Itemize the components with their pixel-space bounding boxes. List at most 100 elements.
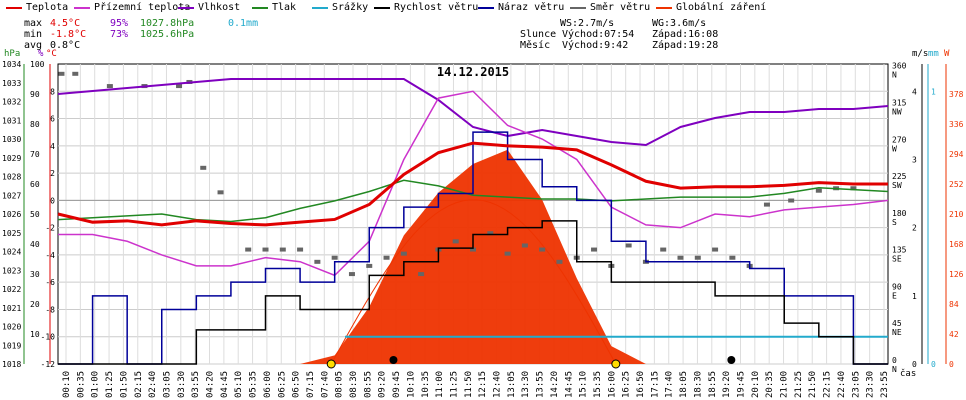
x-tick-label: 20:35 (765, 371, 775, 398)
legend-item: Rychlost větru (374, 2, 478, 13)
x-tick-label: 13:05 (507, 371, 517, 398)
wind-direction-point (348, 272, 355, 277)
legend-swatch (570, 6, 586, 9)
y-tick-w: 252 (949, 180, 964, 189)
legend-swatch (6, 6, 22, 9)
stat-max-hum: 95% (110, 18, 129, 29)
wind-direction-point (487, 231, 494, 236)
stat-min-press: 1025.6hPa (140, 29, 195, 40)
wind-direction-point (625, 243, 632, 248)
y-tick-dir-name: W (892, 144, 897, 153)
y-tick-ms: 3 (912, 155, 917, 164)
sunset: Západ:16:08 (652, 29, 719, 40)
stat-max-temp: 4.5°C (50, 18, 81, 29)
y-tick-pct: 80 (30, 120, 40, 129)
y-tick-temp: 2 (50, 169, 55, 178)
y-tick-pct: 10 (30, 330, 40, 339)
wind-direction-point (245, 247, 252, 252)
y-tick-mm: 1 (931, 87, 936, 96)
y-tick-dir-name: NE (892, 328, 902, 337)
x-tick-label: 12:40 (493, 371, 503, 398)
x-tick-label: 15:35 (593, 371, 603, 398)
x-tick-label: 08:30 (349, 371, 359, 398)
y-tick-hpa: 1029 (2, 154, 21, 163)
wind-direction-point (279, 247, 286, 252)
legend-swatch (478, 6, 494, 9)
wind-direction-point (418, 272, 425, 277)
x-tick-label: 22:15 (823, 371, 833, 398)
legend-item: Směr větru (570, 2, 650, 13)
wind-direction-point (694, 255, 701, 260)
legend-swatch (656, 6, 672, 9)
y-tick-dir-name: SE (892, 255, 902, 264)
stat-avg-temp: 0.8°C (50, 40, 81, 51)
y-tick-temp: 8 (50, 87, 55, 96)
stat-min-hum: 73% (110, 29, 129, 40)
wind-direction-point (58, 71, 65, 76)
wind-direction-point (470, 247, 476, 252)
sunrise: Východ:07:54 (562, 29, 635, 40)
x-tick-label: 21:50 (808, 371, 818, 398)
y-tick-hpa: 1028 (2, 173, 21, 182)
wind-direction-point (314, 259, 321, 264)
stat-min-label: min (24, 29, 43, 40)
y-tick-dir-deg: 315 (892, 99, 907, 108)
moon-label: Měsíc (520, 40, 551, 51)
wind-direction-point (677, 255, 684, 260)
wind-direction-point (788, 198, 795, 203)
y-tick-hpa: 1024 (2, 248, 21, 257)
y-tick-temp: 4 (50, 142, 55, 151)
x-tick-label: 01:50 (119, 371, 129, 398)
x-tick-label: 16:25 (622, 371, 632, 398)
x-tick-label: 18:30 (693, 371, 703, 398)
x-tick-label: 09:45 (392, 371, 402, 398)
wind-direction-point (217, 190, 224, 195)
solar-radiation-area (58, 149, 888, 364)
y-tick-w: 294 (949, 150, 964, 159)
legend-swatch (74, 6, 90, 9)
y-tick-hpa: 1034 (2, 60, 21, 69)
x-tick-label: 16:00 (607, 371, 617, 398)
x-tick-label: 10:35 (421, 371, 431, 398)
y-tick-dir-name: SW (892, 181, 902, 190)
legend-label: Globální záření (676, 2, 767, 13)
chart-title: 14.12.2015 (437, 65, 509, 79)
legend-label: Přízemní teplota (94, 2, 191, 13)
x-tick-label: 06:50 (292, 371, 302, 398)
y-tick-w: 378 (949, 90, 964, 99)
y-tick-pct: 60 (30, 180, 40, 189)
x-tick-label: 22:40 (837, 371, 847, 398)
wind-direction-point (763, 202, 770, 207)
wind-direction-point (383, 255, 390, 260)
x-tick-label: 20:10 (751, 371, 761, 398)
y-tick-temp: -12 (41, 360, 56, 369)
x-tick-label: 09:20 (378, 371, 388, 398)
x-tick-label: 03:30 (177, 371, 187, 398)
x-tick-label: 21:25 (794, 371, 804, 398)
y-tick-dir-deg: 90 (892, 282, 902, 291)
x-tick-label: 18:05 (679, 371, 689, 398)
axis-label-mm: mm (928, 49, 939, 59)
legend-item: Přízemní teplota (74, 2, 190, 13)
moonrise: Východ:9:42 (562, 40, 629, 51)
y-tick-temp: 6 (50, 115, 55, 124)
y-tick-w: 336 (949, 120, 964, 129)
y-tick-ms: 4 (912, 87, 917, 96)
wind-direction-point (297, 247, 304, 252)
y-tick-hpa: 1032 (2, 98, 21, 107)
legend-label: Srážky (332, 2, 369, 13)
x-tick-label: 07:40 (320, 371, 330, 398)
y-tick-dir-name: N (892, 71, 897, 80)
moonset: Západ:19:28 (652, 40, 719, 51)
y-tick-dir-deg: 270 (892, 135, 907, 144)
x-tick-label: 23:55 (880, 371, 890, 398)
axis-label-hpa: hPa (4, 49, 20, 59)
y-tick-temp: -4 (45, 251, 55, 260)
series-line (58, 90, 889, 277)
x-tick-label: 01:25 (105, 371, 115, 398)
legend-item: Vlhkost (178, 2, 240, 13)
x-tick-label: 19:20 (722, 371, 732, 398)
y-tick-hpa: 1022 (2, 285, 21, 294)
x-tick-label: 23:30 (866, 371, 876, 398)
